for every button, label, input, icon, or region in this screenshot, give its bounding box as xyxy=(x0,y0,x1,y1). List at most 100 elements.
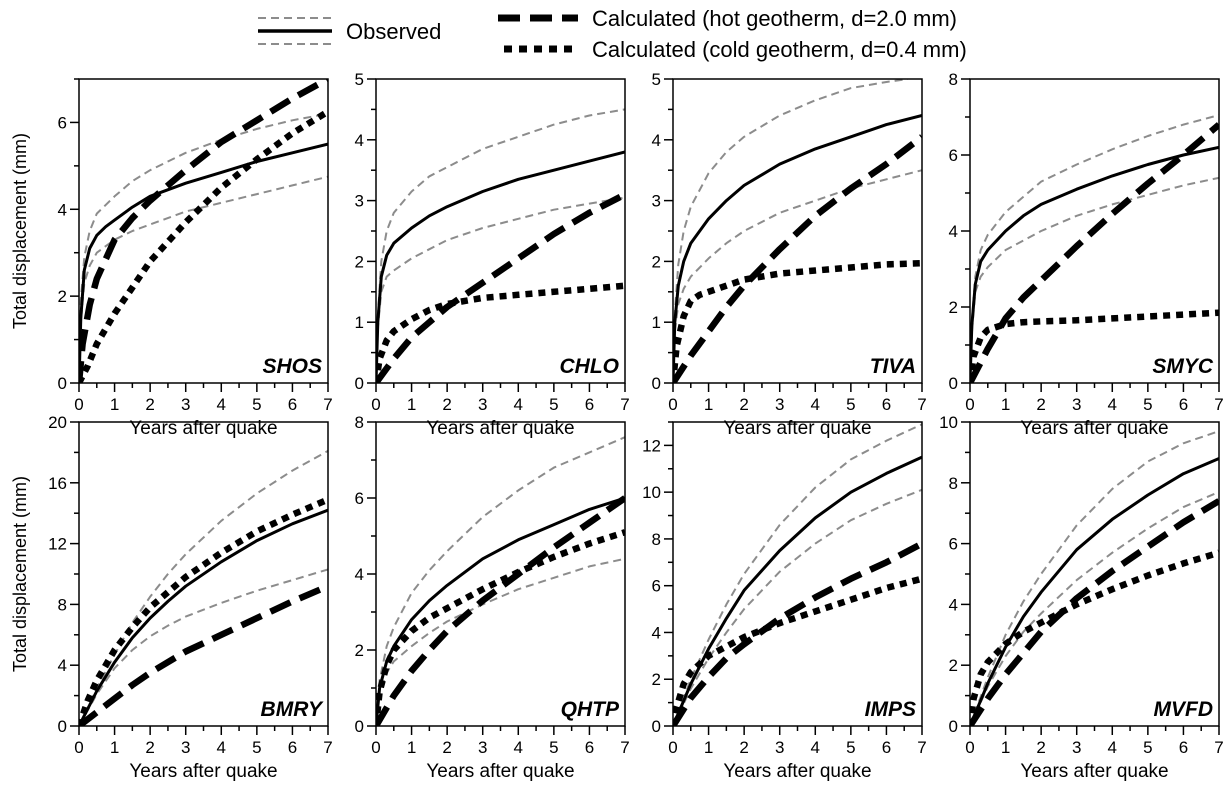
x-tick-label: 3 xyxy=(478,395,487,414)
observed-lower-bound-line xyxy=(970,176,1219,383)
x-tick-label: 6 xyxy=(882,738,891,757)
y-tick-label: 4 xyxy=(58,656,67,675)
y-tick-label: 4 xyxy=(355,565,364,584)
y-tick-label: 2 xyxy=(355,641,364,660)
legend-hot-label: Calculated (hot geotherm, d=2.0 mm) xyxy=(592,6,957,31)
y-tick-label: 6 xyxy=(949,535,958,554)
x-axis-label: Years after quake xyxy=(129,761,277,782)
x-tick-label: 7 xyxy=(1214,738,1223,757)
x-tick-label: 0 xyxy=(74,738,83,757)
x-tick-label: 3 xyxy=(1072,395,1081,414)
x-tick-label: 2 xyxy=(739,395,748,414)
x-tick-label: 5 xyxy=(549,395,558,414)
cold-geotherm-line xyxy=(673,259,922,383)
x-tick-label: 1 xyxy=(1001,395,1010,414)
cold-geotherm-line xyxy=(79,108,328,383)
cold-geotherm-line xyxy=(79,496,328,726)
series-group xyxy=(376,436,625,726)
panel-shos: 0 2 4 6 0 1 2 3 4 5 6 7 Years after quake SHOS xyxy=(58,78,333,439)
y-tick-label: 20 xyxy=(48,413,67,432)
y-axis-label-bottom: Total displacement (mm) xyxy=(10,476,30,672)
x-tick-label: 3 xyxy=(181,738,190,757)
observed-line xyxy=(673,455,922,726)
x-tick-label: 7 xyxy=(917,738,926,757)
observed-lower-bound-line xyxy=(79,175,328,383)
y-tick-label: 2 xyxy=(355,252,364,271)
x-tick-label: 3 xyxy=(775,395,784,414)
observed-lower-bound-line xyxy=(970,490,1219,726)
x-axis-label: Years after quake xyxy=(723,761,871,782)
plot-frame xyxy=(78,78,329,384)
x-tick-label: 6 xyxy=(882,395,891,414)
observed-line xyxy=(79,142,328,383)
y-tick-label: 6 xyxy=(949,146,958,165)
station-label: SMYC xyxy=(1152,355,1214,378)
y-tick-label: 0 xyxy=(652,717,661,736)
x-tick-label: 7 xyxy=(620,738,629,757)
x-tick-label: 1 xyxy=(407,395,416,414)
station-label: TIVA xyxy=(870,355,916,378)
x-axis-label: Years after quake xyxy=(426,418,574,439)
observed-line xyxy=(376,496,625,726)
panel-chlo: 0 1 2 3 4 5 0 1 2 3 4 5 6 7 Years after quake CHLO xyxy=(355,70,630,439)
y-tick-label: 2 xyxy=(949,656,958,675)
x-tick-label: 2 xyxy=(1036,395,1045,414)
x-tick-label: 7 xyxy=(323,395,332,414)
legend-observed-label: Observed xyxy=(346,19,441,44)
y-axis-label-top: Total displacement (mm) xyxy=(10,133,30,329)
y-tick-label: 4 xyxy=(949,595,958,614)
series-group xyxy=(79,79,328,383)
x-tick-label: 0 xyxy=(668,395,677,414)
y-tick-label: 8 xyxy=(949,474,958,493)
x-axis-label: Years after quake xyxy=(129,418,277,439)
panel-mvfd: 0 2 4 6 8 10 0 1 2 3 4 5 6 7 Years after quake MVFD xyxy=(939,413,1224,782)
y-tick-label: 6 xyxy=(355,489,364,508)
x-tick-label: 4 xyxy=(217,738,226,757)
series-group xyxy=(376,108,625,383)
y-tick-label: 2 xyxy=(58,287,67,306)
panel-smyc: 0 2 4 6 8 0 1 2 3 4 5 6 7 Years after quake SMYC xyxy=(949,70,1224,439)
station-label: IMPS xyxy=(865,698,916,721)
panel-tiva: 0 1 2 3 4 5 0 1 2 3 4 5 6 7 Years after quake TIVA xyxy=(652,70,927,439)
x-tick-label: 6 xyxy=(585,738,594,757)
observed-lower-bound-line xyxy=(673,488,922,726)
x-tick-label: 5 xyxy=(549,738,558,757)
legend-cold-label: Calculated (cold geotherm, d=0.4 mm) xyxy=(592,37,967,62)
x-tick-label: 4 xyxy=(811,395,820,414)
y-tick-label: 0 xyxy=(949,717,958,736)
y-tick-label: 0 xyxy=(652,374,661,393)
x-tick-label: 3 xyxy=(478,738,487,757)
cold-geotherm-line xyxy=(376,529,625,726)
x-tick-label: 0 xyxy=(965,738,974,757)
y-tick-label: 3 xyxy=(652,192,661,211)
x-tick-label: 7 xyxy=(620,395,629,414)
y-tick-label: 10 xyxy=(642,483,661,502)
x-tick-label: 2 xyxy=(145,395,154,414)
observed-upper-bound-line xyxy=(970,430,1219,726)
hot-geotherm-line xyxy=(79,79,328,383)
y-tick-label: 4 xyxy=(58,200,67,219)
y-tick-label: 4 xyxy=(652,131,661,150)
y-tick-label: 4 xyxy=(355,131,364,150)
series-group xyxy=(970,430,1219,726)
station-label: QHTP xyxy=(561,698,620,721)
observed-upper-bound-line xyxy=(673,423,922,726)
hot-geotherm-line xyxy=(970,498,1219,726)
x-tick-label: 2 xyxy=(442,738,451,757)
y-tick-label: 12 xyxy=(48,535,67,554)
x-tick-label: 6 xyxy=(1179,395,1188,414)
y-tick-label: 16 xyxy=(48,474,67,493)
y-tick-label: 0 xyxy=(58,717,67,736)
y-tick-label: 8 xyxy=(652,530,661,549)
y-tick-label: 5 xyxy=(355,70,364,89)
y-tick-label: 6 xyxy=(58,113,67,132)
station-label: SHOS xyxy=(262,355,322,378)
y-tick-label: 0 xyxy=(58,374,67,393)
x-tick-label: 4 xyxy=(1108,738,1117,757)
legend: Observed Calculated (hot geotherm, d=2.0… xyxy=(258,6,967,62)
y-tick-label: 0 xyxy=(949,374,958,393)
x-tick-label: 2 xyxy=(739,738,748,757)
